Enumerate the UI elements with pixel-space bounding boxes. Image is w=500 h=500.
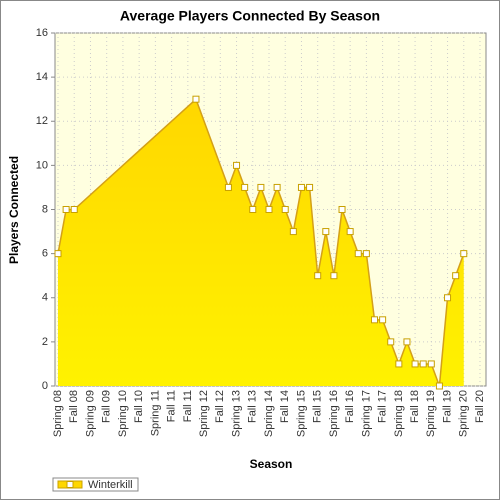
point [241, 183, 249, 191]
point [281, 206, 289, 213]
point [70, 206, 78, 213]
chart-title: Average Players Connected By Season [120, 8, 380, 24]
legend-label: Winterkill [88, 479, 133, 491]
point [444, 294, 452, 302]
point [257, 183, 265, 191]
x-tick-label: Spring 13 [230, 390, 242, 437]
y-tick-label: 4 [42, 292, 48, 304]
point [403, 338, 411, 346]
x-tick-label: Spring 16 [328, 390, 340, 437]
x-tick-label: Fall 11 [166, 390, 178, 422]
x-tick-label: Fall 11 [182, 390, 194, 422]
y-tick-label: 14 [36, 71, 48, 83]
point [249, 206, 257, 213]
x-tick-label: Spring 10 [117, 390, 129, 437]
x-tick-label: Spring 12 [198, 390, 210, 437]
point [387, 338, 395, 346]
point [314, 272, 322, 280]
area [58, 99, 464, 386]
x-tick-label: Spring 08 [52, 390, 64, 437]
point [306, 183, 314, 191]
line [57, 97, 465, 387]
point [338, 206, 346, 213]
x-tick-label: Spring 14 [263, 390, 275, 437]
point [362, 250, 370, 258]
point [346, 228, 354, 236]
y-tick-label: 10 [36, 159, 48, 171]
point [297, 183, 305, 191]
y-tick-label: 0 [42, 380, 48, 392]
point [371, 316, 378, 324]
x-tick-label: Fall 16 [344, 390, 356, 423]
x-tick-label: Fall 10 [133, 390, 145, 423]
x-tick-label: Spring 17 [360, 390, 372, 437]
y-tick-label: 8 [42, 203, 48, 215]
point [322, 228, 330, 236]
x-tick-label: Fall 17 [377, 390, 389, 423]
y-tick-label: 2 [42, 336, 48, 348]
x-tick-label: Spring 20 [458, 390, 470, 437]
point [62, 206, 70, 213]
point [379, 316, 387, 324]
point [427, 360, 435, 368]
x-tick-label: Spring 19 [425, 390, 437, 437]
x-tick-label: Fall 14 [279, 390, 291, 423]
x-tick-label: Spring 18 [393, 390, 405, 437]
point [452, 272, 460, 280]
x-tick-label: Fall 20 [474, 390, 486, 423]
x-tick-label: Fall 13 [247, 390, 259, 423]
x-tick-label: Spring 09 [84, 390, 96, 437]
point [435, 382, 443, 390]
y-axis-label: Players Connected [7, 156, 21, 264]
point [224, 183, 232, 191]
x-tick-label: Fall 09 [101, 390, 113, 423]
y-tick-label: 16 [36, 27, 48, 39]
y-tick-label: 12 [36, 115, 48, 127]
point [273, 183, 281, 191]
point [265, 206, 273, 213]
point [330, 272, 338, 280]
point [395, 360, 403, 368]
x-tick-label: Fall 19 [441, 390, 453, 423]
point [54, 250, 62, 258]
x-tick-label: Spring 15 [295, 390, 307, 437]
point [411, 360, 419, 368]
x-tick-label: Fall 12 [214, 390, 226, 423]
x-tick-label: Fall 15 [312, 390, 324, 423]
point [192, 95, 200, 103]
x-tick-label: Fall 08 [68, 390, 80, 423]
x-tick-label: Fall 18 [409, 390, 421, 423]
point [233, 161, 241, 169]
y-tick-label: 6 [42, 248, 48, 260]
point [419, 360, 427, 368]
x-tick-label: Spring 11 [149, 390, 161, 436]
x-axis-label: Season [250, 457, 293, 471]
legend-marker [66, 481, 74, 488]
point [354, 250, 362, 258]
point [460, 250, 468, 258]
point [289, 228, 297, 236]
